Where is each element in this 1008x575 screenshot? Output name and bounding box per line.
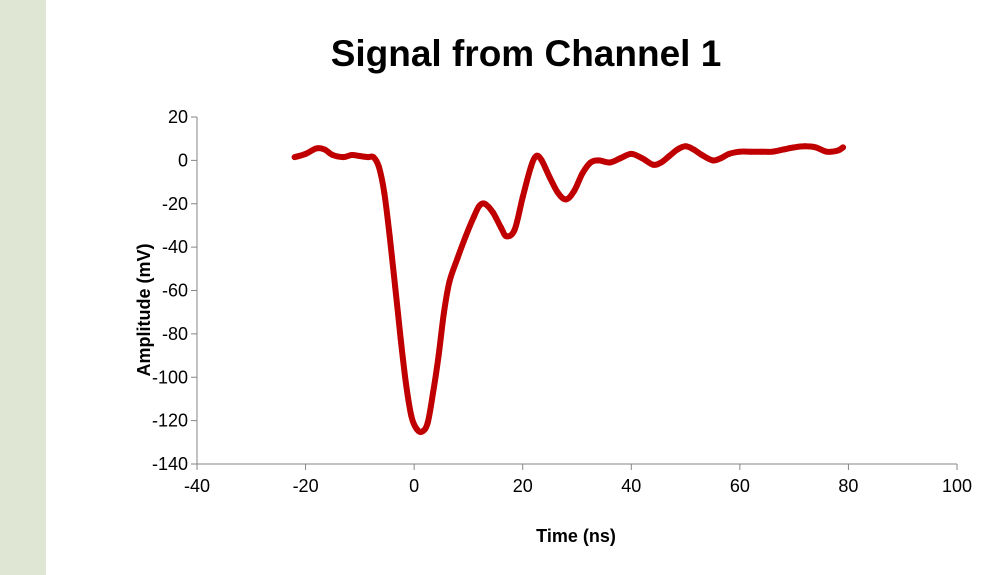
- data-point: [375, 163, 382, 170]
- y-tick-label: -120: [152, 411, 188, 431]
- chart-area: Signal from Channel 1 Amplitude (mV) Tim…: [46, 0, 1008, 575]
- data-point: [717, 155, 724, 162]
- data-point: [435, 352, 442, 359]
- data-point: [606, 159, 613, 166]
- x-tick-label: 60: [730, 476, 750, 496]
- data-point: [291, 154, 298, 161]
- data-point: [812, 144, 819, 151]
- data-point: [340, 154, 347, 161]
- y-tick-label: 0: [178, 150, 188, 170]
- data-point: [313, 145, 320, 152]
- chart-title: Signal from Channel 1: [331, 33, 722, 74]
- data-point: [674, 146, 681, 153]
- x-tick-label: 80: [838, 476, 858, 496]
- data-point: [392, 283, 399, 290]
- data-point: [365, 154, 371, 161]
- x-tick-label: 40: [621, 476, 641, 496]
- data-point: [690, 146, 697, 153]
- y-axis-title: Amplitude (mV): [134, 243, 154, 376]
- data-point: [538, 157, 545, 164]
- data-point: [791, 144, 798, 151]
- data-point: [709, 157, 716, 164]
- data-point: [595, 157, 602, 164]
- data-point: [348, 152, 355, 158]
- data-point: [533, 153, 540, 159]
- data-point: [511, 226, 518, 233]
- data-point: [498, 224, 504, 231]
- y-tick-label: -20: [162, 194, 188, 214]
- x-tick-label: 20: [513, 476, 533, 496]
- data-point: [758, 148, 765, 155]
- data-point: [650, 161, 656, 168]
- data-point: [476, 202, 483, 209]
- data-point: [698, 152, 705, 158]
- data-point: [736, 148, 743, 155]
- y-tick-label: -100: [152, 367, 188, 387]
- y-tick-label: -60: [162, 281, 188, 301]
- data-point: [527, 163, 534, 170]
- y-tick-label: -140: [152, 454, 188, 474]
- data-point: [419, 428, 426, 435]
- data-point: [430, 389, 437, 396]
- data-point: [441, 309, 447, 316]
- data-point: [397, 335, 404, 342]
- data-point: [462, 233, 469, 240]
- y-axis-ticks: 20 0 -20 -40 -60 -80 -100 -120 -140: [152, 107, 197, 474]
- data-point: [628, 150, 635, 157]
- series-layer: [291, 143, 846, 435]
- data-point: [747, 148, 754, 155]
- data-point: [639, 155, 646, 162]
- x-axis-ticks: -40 -20 0 20 40 60 80 100: [184, 464, 972, 496]
- data-point: [381, 189, 388, 196]
- data-point: [302, 150, 309, 157]
- x-tick-label: 0: [409, 476, 419, 496]
- data-point: [356, 153, 363, 159]
- data-point: [571, 187, 578, 194]
- data-point: [563, 196, 570, 203]
- x-tick-label: -20: [293, 476, 319, 496]
- data-point: [823, 148, 830, 155]
- data-point: [769, 148, 776, 155]
- data-point: [489, 209, 496, 216]
- data-point: [470, 213, 477, 220]
- scatter-chart: Signal from Channel 1 Amplitude (mV) Tim…: [134, 33, 972, 546]
- y-tick-label: -80: [162, 324, 188, 344]
- data-point: [666, 153, 673, 159]
- data-point: [481, 200, 488, 207]
- data-point: [370, 154, 377, 161]
- data-point: [834, 147, 841, 154]
- x-tick-label: -40: [184, 476, 210, 496]
- data-point: [546, 174, 553, 181]
- data-point: [413, 426, 420, 433]
- data-point: [579, 170, 586, 177]
- data-point: [454, 255, 461, 261]
- data-point: [682, 143, 689, 150]
- data-point: [424, 419, 431, 426]
- data-point: [329, 152, 336, 158]
- data-point: [386, 233, 393, 240]
- data-point: [658, 159, 665, 166]
- data-point: [726, 150, 732, 157]
- data-point: [503, 233, 510, 240]
- data-point: [519, 194, 526, 201]
- data-point: [321, 146, 328, 153]
- data-point: [555, 189, 561, 196]
- data-point: [802, 143, 808, 150]
- data-point: [780, 146, 787, 153]
- series-line-1: [291, 143, 846, 435]
- x-axis-title: Time (ns): [536, 526, 616, 546]
- data-point: [840, 144, 846, 151]
- data-point: [617, 155, 624, 162]
- x-tick-label: 100: [942, 476, 972, 496]
- data-point: [587, 159, 594, 166]
- y-tick-label: 20: [168, 107, 188, 127]
- data-point: [446, 278, 453, 285]
- y-tick-label: -40: [162, 237, 188, 257]
- data-point: [408, 413, 415, 420]
- data-point: [403, 380, 409, 387]
